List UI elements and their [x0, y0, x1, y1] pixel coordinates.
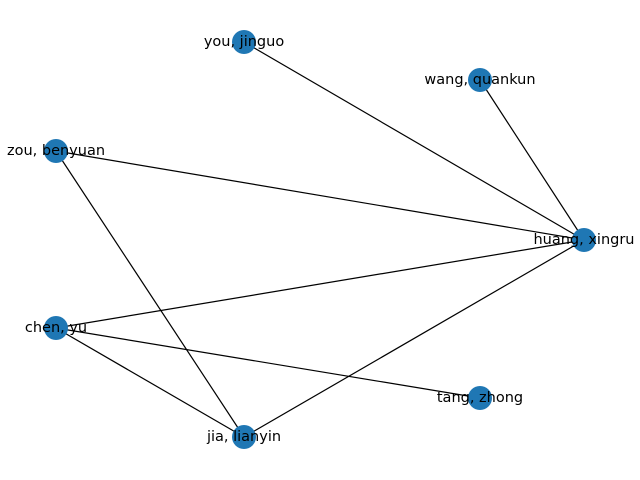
- node-label-wang: wang, quankun: [424, 72, 535, 88]
- edge-chen-huang: [55, 239, 585, 329]
- edges-layer: [55, 41, 585, 438]
- edge-zou-jia: [55, 150, 245, 438]
- node-chen: [44, 316, 68, 340]
- nodes-layer: [44, 30, 596, 449]
- edge-zou-huang: [55, 150, 585, 241]
- node-label-huang: huang, xingru: [533, 232, 634, 248]
- node-label-jia: jia, lianyin: [206, 429, 281, 445]
- edge-you-huang: [243, 41, 585, 241]
- node-label-you: you, jinguo: [204, 34, 285, 50]
- node-label-zou: zou, benyuan: [7, 143, 105, 159]
- node-label-tang: tang, zhong: [437, 390, 523, 406]
- node-huang: [572, 228, 596, 252]
- node-label-chen: chen, yu: [25, 320, 87, 336]
- node-tang: [468, 386, 492, 410]
- edge-chen-tang: [55, 327, 481, 399]
- edge-chen-jia: [55, 327, 245, 438]
- node-zou: [44, 139, 68, 163]
- edge-wang-huang: [479, 79, 585, 241]
- node-wang: [468, 68, 492, 92]
- node-jia: [232, 425, 256, 449]
- labels-layer: you, jinguo wang, quankun zou, benyuan huan…: [7, 34, 635, 445]
- edge-jia-huang: [243, 239, 585, 438]
- node-you: [232, 30, 256, 54]
